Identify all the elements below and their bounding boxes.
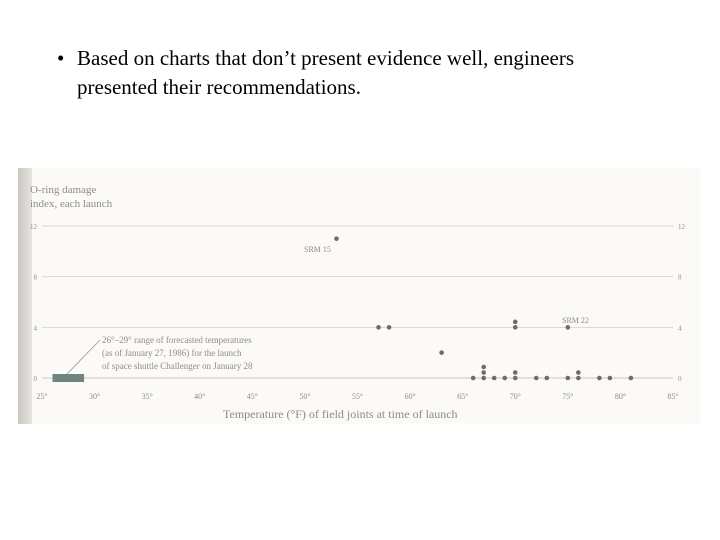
x-tick-label-80: 80° [615, 392, 626, 401]
data-point-9 [502, 375, 508, 381]
y-axis-label-line-1: O-ring damage [30, 184, 96, 196]
y-tick-label-right-12: 12 [678, 223, 686, 231]
x-tick-label-35: 35° [142, 392, 153, 401]
x-tick-label-25: 25° [36, 392, 47, 401]
data-point-19 [576, 370, 581, 375]
data-point-12 [512, 375, 518, 381]
data-point-21 [607, 375, 613, 381]
data-point-7 [481, 364, 487, 370]
data-point-10 [512, 325, 518, 330]
range-note-line-2: (as of January 27, 1986) for the launch [102, 348, 242, 358]
forecast-range-bar [52, 374, 85, 382]
scan-edge [18, 168, 32, 424]
x-tick-label-50: 50° [299, 392, 310, 401]
y-tick-label-left-12: 12 [30, 223, 38, 231]
data-point-0 [334, 236, 339, 241]
range-note-line-3: of space shuttle Challenger on January 2… [102, 361, 253, 371]
x-tick-label-40: 40° [194, 392, 205, 401]
chart-scan: O-ring damage index, each launch Tempera… [18, 168, 700, 424]
y-tick-label-right-8: 8 [678, 274, 682, 282]
y-tick-label-right-0: 0 [678, 375, 682, 383]
data-point-1 [376, 325, 381, 330]
x-tick-label-65: 65° [457, 392, 468, 401]
data-point-5 [481, 375, 487, 381]
x-tick-label-30: 30° [89, 392, 100, 401]
x-tick-label-85: 85° [667, 392, 678, 401]
data-point-14 [533, 375, 539, 381]
data-point-15 [544, 375, 550, 381]
range-note-line-1: 26°–29° range of forecasted temperatures [102, 335, 252, 345]
y-tick-label-right-4: 4 [678, 324, 682, 332]
data-point-8 [491, 375, 497, 381]
y-tick-label-left-8: 8 [34, 274, 38, 282]
oring-damage-chart: O-ring damage index, each launch Tempera… [30, 184, 686, 421]
x-tick-label-60: 60° [404, 392, 415, 401]
bullet-text: Based on charts that don’t present evide… [77, 44, 677, 102]
x-tick-label-75: 75° [562, 392, 573, 401]
data-point-4 [470, 375, 476, 381]
data-point-13 [512, 370, 518, 375]
data-point-22 [628, 375, 634, 381]
bullet-dot-icon: • [57, 46, 65, 70]
data-point-16 [565, 325, 571, 330]
y-axis-label-line-2: index, each launch [30, 198, 113, 210]
x-tick-label-55: 55° [352, 392, 363, 401]
x-tick-label-45: 45° [247, 392, 258, 401]
x-axis-label: Temperature (°F) of field joints at time… [223, 407, 458, 421]
srm22-annotation: SRM 22 [562, 316, 589, 325]
bullet-text-line-2: presented their recommendations. [77, 75, 361, 99]
srm15-annotation: SRM 15 [304, 245, 331, 254]
data-point-3 [439, 350, 444, 355]
data-point-6 [481, 370, 487, 375]
data-point-11 [512, 319, 518, 325]
x-tick-label-70: 70° [510, 392, 521, 401]
data-point-17 [565, 375, 571, 381]
data-point-2 [386, 325, 392, 330]
range-note-leader [65, 339, 101, 376]
data-point-20 [597, 375, 602, 381]
y-tick-label-left-4: 4 [34, 324, 38, 332]
bullet-text-line-1: Based on charts that don’t present evide… [77, 46, 575, 70]
data-point-18 [576, 375, 581, 381]
y-tick-label-left-0: 0 [34, 375, 38, 383]
